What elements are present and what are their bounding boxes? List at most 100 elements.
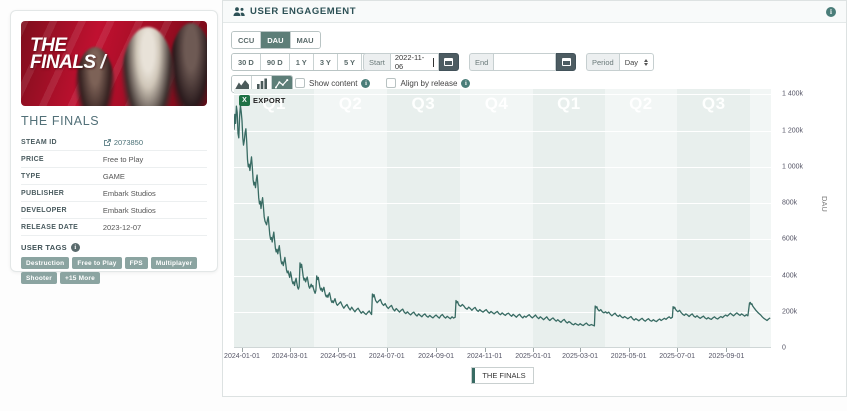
steam-id-link[interactable]: 2073850 <box>103 138 207 147</box>
legend-color-bar <box>472 368 476 383</box>
x-axis-tick-label: 2024-01-01 <box>224 353 260 360</box>
info-row-label: PRICE <box>21 155 44 163</box>
calendar-icon <box>561 58 571 66</box>
info-row-value: 2023-12-07 <box>102 222 142 232</box>
y-axis-tick-label: 400k <box>782 272 798 280</box>
user-tag-chip[interactable]: FPS <box>124 257 148 269</box>
bar-chart-icon <box>256 78 267 90</box>
quarter-band-label: Q2 <box>629 94 653 113</box>
panel-header: USER ENGAGEMENT i <box>223 1 846 23</box>
metric-tab-ccu[interactable]: CCU <box>232 32 262 48</box>
game-info-table: STEAM ID 2073850 PRICE Free to Play TYPE GAME… <box>21 134 207 236</box>
x-axis-tick <box>726 348 728 352</box>
end-calendar-button[interactable] <box>556 53 577 71</box>
range-button-5y[interactable]: 5 Y <box>337 54 363 70</box>
x-axis-tick <box>436 348 438 352</box>
chart-type-area-button[interactable] <box>232 76 252 92</box>
more-tags-chip[interactable]: +15 More <box>59 272 100 284</box>
x-axis-tick-label: 2024-07-01 <box>368 353 405 360</box>
panel-title: USER ENGAGEMENT <box>250 6 357 17</box>
range-button-30d[interactable]: 30 D <box>232 54 261 70</box>
dau-chart-plot-area: X EXPORT Q1 Q2 Q3 Q4 Q1 Q2 Q3 <box>234 89 771 348</box>
legend-item[interactable]: THE FINALS <box>471 367 534 384</box>
game-title: THE FINALS <box>21 114 100 128</box>
user-tag-chip[interactable]: Destruction <box>21 257 70 269</box>
excel-icon: X <box>239 95 250 106</box>
checkbox-item: Align by release i <box>386 78 471 88</box>
range-button-group: 30 D90 D1 Y3 Y5 YALL <box>231 53 390 71</box>
info-row: PRICE Free to Play <box>21 151 207 168</box>
cover-logo: THE FINALS / <box>30 35 106 74</box>
range-button-90d[interactable]: 90 D <box>260 54 290 70</box>
chart-option-checkboxes: Show content i Align by release i <box>295 75 471 91</box>
start-date-input[interactable]: 2022-11-06 <box>389 53 439 71</box>
x-axis-tick <box>338 348 340 352</box>
end-date-input[interactable] <box>493 53 557 71</box>
select-arrows-icon <box>644 58 649 66</box>
export-button[interactable]: X EXPORT <box>239 95 286 106</box>
x-axis-tick-label: 2025-09-01 <box>708 353 745 360</box>
x-axis-tick <box>628 348 630 352</box>
quarter-band: Q1 <box>533 89 605 347</box>
gridline <box>234 130 771 132</box>
info-row: PUBLISHER Embark Studios <box>21 185 207 202</box>
quarter-band: Q2 <box>314 89 387 347</box>
info-row: RELEASE DATE 2023-12-07 <box>21 219 207 236</box>
gridline <box>234 311 771 313</box>
x-axis-tick <box>484 348 486 352</box>
info-row: TYPE GAME <box>21 168 207 185</box>
gridline <box>234 94 771 96</box>
checkbox-item: Show content i <box>295 78 371 88</box>
x-axis-tick <box>677 348 679 352</box>
checkbox-align-by-release[interactable] <box>386 78 397 88</box>
user-tag-chip[interactable]: Free to Play <box>72 257 122 269</box>
user-tag-chip[interactable]: Shooter <box>21 272 57 284</box>
start-calendar-button[interactable] <box>438 53 459 71</box>
y-axis-tick-label: 1 400k <box>782 90 804 98</box>
quarter-band: Q1 <box>234 89 315 347</box>
quarter-band: Q3 <box>677 89 751 347</box>
metric-tab-mau[interactable]: MAU <box>290 32 320 48</box>
range-button-3y[interactable]: 3 Y <box>313 54 338 70</box>
x-axis-tick-label: 2024-05-01 <box>320 353 357 360</box>
chart-type-bar-button[interactable] <box>252 76 272 92</box>
panel-info-icon[interactable]: i <box>826 6 836 17</box>
cover-figure-right <box>169 23 207 106</box>
start-date-group: Start 2022-11-06 <box>363 53 459 71</box>
metric-tab-dau[interactable]: DAU <box>261 32 291 48</box>
metric-tab-group: CCU DAU MAU <box>231 31 321 49</box>
end-date-label: End <box>469 53 494 71</box>
y-axis-tick-label: 1 200k <box>782 127 804 135</box>
users-icon <box>233 7 245 16</box>
game-cover-image: THE FINALS / <box>21 21 207 106</box>
chart-type-line-button[interactable] <box>272 76 292 92</box>
chart-legend: THE FINALS <box>234 367 771 384</box>
x-axis-tick-label: 2024-11-01 <box>466 353 503 360</box>
range-button-1y[interactable]: 1 Y <box>289 54 314 70</box>
checkbox-info-icon[interactable]: i <box>461 78 471 88</box>
x-axis-tick <box>386 348 388 352</box>
info-row-label: PUBLISHER <box>21 189 65 197</box>
user-tag-chip[interactable]: Multiplayer <box>150 257 198 269</box>
gridline <box>234 203 771 205</box>
info-row-value: Free to Play <box>102 154 144 164</box>
user-tags-info-icon[interactable]: i <box>70 243 80 252</box>
external-link-icon <box>103 139 111 146</box>
x-axis-tick-label: 2024-09-01 <box>418 353 454 360</box>
checkbox-info-icon[interactable]: i <box>361 78 371 88</box>
y-axis-tick-label: 1 000k <box>782 163 804 171</box>
period-group: Period Day <box>586 53 655 71</box>
info-row-value: GAME <box>102 171 125 181</box>
period-select[interactable]: Day <box>618 53 655 71</box>
quarter-band: Q2 <box>604 89 678 347</box>
x-axis-tick-label: 2025-05-01 <box>610 353 647 360</box>
user-tags-list: Destruction Free to Play FPS Multiplayer Sho… <box>21 257 207 284</box>
y-axis-title: DAU <box>820 196 829 212</box>
game-info-card: THE FINALS / THE FINALS STEAM ID 2073850 P… <box>10 10 218 284</box>
gridline <box>234 275 771 277</box>
y-axis-tick-label: 0 <box>782 344 786 352</box>
line-chart-icon <box>275 79 289 89</box>
info-row: STEAM ID 2073850 <box>21 134 207 151</box>
checkbox-show-content[interactable] <box>295 78 305 88</box>
end-date-group: End <box>469 53 577 71</box>
